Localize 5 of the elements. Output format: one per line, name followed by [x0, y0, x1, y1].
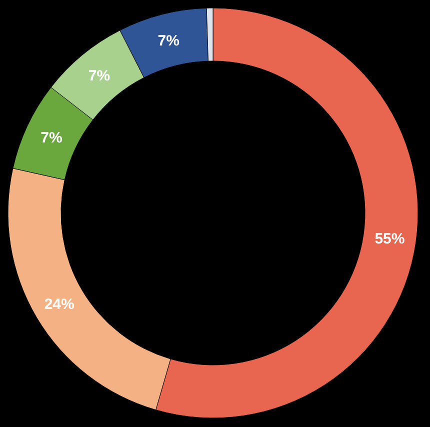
data-label: 24% [44, 296, 74, 314]
data-label: 7% [88, 68, 110, 85]
data-label: 7% [40, 129, 62, 146]
data-label: 55% [374, 230, 405, 248]
data-label: 7% [158, 32, 180, 50]
